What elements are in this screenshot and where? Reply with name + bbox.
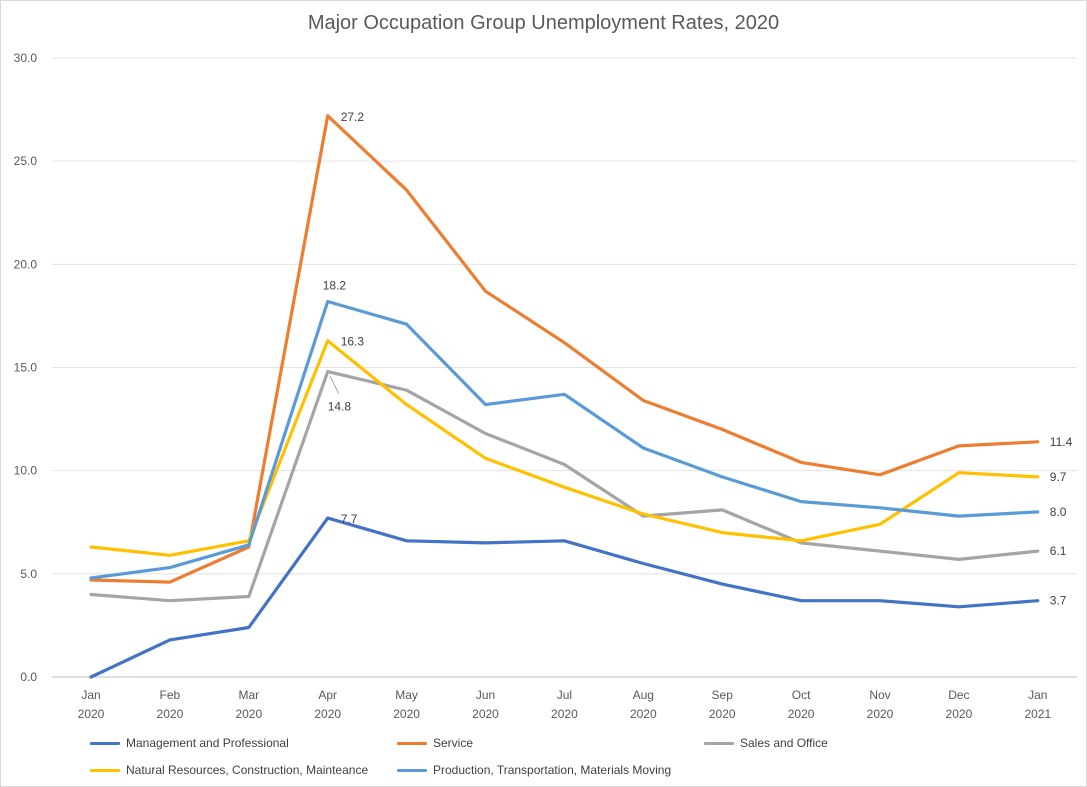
- x-tick-year: 2020: [867, 707, 894, 721]
- legend-swatch: [704, 741, 734, 745]
- x-tick-month: Jan: [81, 688, 100, 702]
- x-tick-year: 2020: [788, 707, 815, 721]
- x-tick-label: Aug 2020: [630, 688, 657, 721]
- data-label: 9.7: [1050, 470, 1067, 484]
- x-tick-label: Sep 2020: [709, 688, 736, 721]
- x-tick-month: Jan: [1028, 688, 1047, 702]
- legend-label: Production, Transportation, Materials Mo…: [433, 763, 672, 777]
- data-label: 8.0: [1050, 505, 1067, 519]
- x-tick-year: 2020: [78, 707, 105, 721]
- leader-line: [329, 375, 340, 394]
- x-tick-month: Mar: [238, 688, 259, 702]
- y-tick-label: 15.0: [14, 361, 38, 375]
- data-label: 18.2: [323, 278, 347, 292]
- data-label: 11.4: [1050, 435, 1073, 449]
- series-lines: [89, 114, 1040, 679]
- x-tick-year: 2020: [157, 707, 184, 721]
- series-line-0: [89, 516, 1040, 679]
- x-axis: Jan 2020 Feb 2020 Mar 2020 Apr 2020 May 2020 Jun 20…: [78, 688, 1052, 721]
- legend-label: Service: [433, 736, 474, 750]
- gridlines: [52, 57, 1077, 678]
- x-tick-label: Apr 2020: [314, 688, 341, 721]
- x-tick-year: 2020: [393, 707, 420, 721]
- x-tick-month: Jun: [476, 688, 495, 702]
- legend-item-4: Production, Transportation, Materials Mo…: [397, 763, 671, 777]
- x-tick-label: Feb 2020: [157, 688, 184, 721]
- x-tick-month: Aug: [633, 688, 654, 702]
- series-line-2: [89, 370, 1040, 603]
- legend-label: Sales and Office: [740, 736, 828, 750]
- x-tick-year: 2021: [1024, 707, 1051, 721]
- series-line-1: [89, 114, 1040, 584]
- x-tick-label: Oct 2020: [788, 688, 815, 721]
- x-tick-label: Jan 2021: [1024, 688, 1051, 721]
- y-tick-label: 20.0: [14, 257, 38, 271]
- x-tick-year: 2020: [630, 707, 657, 721]
- legend-label: Natural Resources, Construction, Maintea…: [126, 763, 369, 777]
- x-tick-label: Dec 2020: [946, 688, 973, 721]
- legend: Management and Professional Service Sales …: [90, 736, 1050, 780]
- x-tick-month: Nov: [869, 688, 890, 702]
- x-tick-month: Jul: [557, 688, 572, 702]
- y-tick-label: 10.0: [14, 464, 38, 478]
- data-label: 27.2: [341, 110, 365, 124]
- x-tick-label: Nov 2020: [867, 688, 894, 721]
- x-tick-year: 2020: [235, 707, 262, 721]
- chart-title: Major Occupation Group Unemployment Rate…: [307, 12, 780, 34]
- x-tick-month: May: [395, 688, 418, 702]
- x-tick-label: Jun 2020: [472, 688, 499, 721]
- legend-swatch: [90, 768, 120, 772]
- data-label: 3.7: [1050, 594, 1067, 608]
- x-tick-label: May 2020: [393, 688, 420, 721]
- y-tick-label: 5.0: [20, 567, 37, 581]
- x-tick-year: 2020: [314, 707, 341, 721]
- y-tick-label: 30.0: [14, 51, 38, 65]
- x-tick-month: Sep: [712, 688, 734, 702]
- data-label: 16.3: [341, 335, 365, 349]
- data-label: 6.1: [1050, 544, 1067, 558]
- x-tick-year: 2020: [946, 707, 973, 721]
- data-labels: 27.2 18.2 16.3 14.8 7.7 11.4 9.7 8.0 6.1 3.7: [323, 110, 1073, 608]
- data-label: 14.8: [328, 400, 352, 414]
- x-tick-label: Jan 2020: [78, 688, 105, 721]
- legend-item-2: Sales and Office: [704, 736, 828, 750]
- legend-item-0: Management and Professional: [90, 736, 289, 750]
- x-tick-year: 2020: [551, 707, 578, 721]
- y-tick-label: 25.0: [14, 154, 38, 168]
- x-tick-month: Feb: [160, 688, 181, 702]
- legend-label: Management and Professional: [126, 736, 289, 750]
- x-tick-month: Oct: [792, 688, 811, 702]
- x-tick-label: Jul 2020: [551, 688, 578, 721]
- series-line-4: [89, 299, 1040, 580]
- x-tick-year: 2020: [709, 707, 736, 721]
- y-axis: 0.0 5.0 10.0 15.0 20.0 25.0 30.0: [14, 51, 38, 684]
- legend-swatch: [397, 768, 427, 772]
- legend-item-3: Natural Resources, Construction, Maintea…: [90, 763, 368, 777]
- data-label: 7.7: [341, 512, 358, 526]
- x-tick-year: 2020: [472, 707, 499, 721]
- x-tick-label: Mar 2020: [235, 688, 262, 721]
- series-line-3: [89, 339, 1040, 557]
- y-tick-label: 0.0: [20, 670, 37, 684]
- x-tick-month: Dec: [948, 688, 969, 702]
- legend-swatch: [397, 741, 427, 745]
- legend-swatch: [90, 741, 120, 745]
- x-tick-month: Apr: [318, 688, 337, 702]
- legend-item-1: Service: [397, 736, 473, 750]
